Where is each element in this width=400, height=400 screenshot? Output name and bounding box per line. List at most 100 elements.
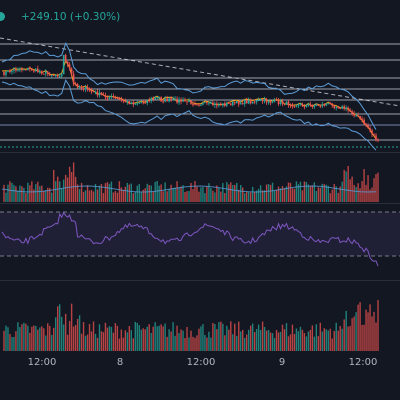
candle-body <box>178 99 180 103</box>
volume-bar <box>86 185 89 202</box>
price-chart[interactable] <box>0 22 400 152</box>
volume-bar <box>373 178 375 202</box>
candle-body <box>237 101 240 105</box>
candle-body <box>287 101 290 106</box>
volume-bar <box>273 338 276 351</box>
volume-bar <box>118 338 121 351</box>
volume-bar <box>27 325 29 351</box>
time-axis[interactable]: 12:00 8 12:00 9 12:00 <box>0 352 400 376</box>
volume-bar <box>251 323 254 351</box>
volume-bar <box>234 323 236 351</box>
candle-body <box>202 102 204 105</box>
volume-bar <box>166 191 168 202</box>
candle-body <box>74 83 77 85</box>
candle-body <box>144 102 147 104</box>
candle-body <box>293 106 296 108</box>
pane-separator[interactable] <box>0 203 400 204</box>
candle-body <box>275 100 278 102</box>
candle-body <box>100 92 103 95</box>
candle-body <box>108 97 111 99</box>
candle-body <box>329 103 332 105</box>
volume-bar <box>43 328 45 351</box>
volume-bar <box>345 171 347 202</box>
candle-body <box>267 102 270 104</box>
volume-bar <box>130 330 133 351</box>
volume-bar <box>297 331 300 351</box>
volume-bar <box>321 183 323 202</box>
candle-body <box>198 104 200 106</box>
volume-bar <box>60 316 63 351</box>
volume-bar <box>108 326 111 351</box>
candle-body <box>279 101 282 105</box>
candle-body <box>110 96 113 98</box>
volume-bar <box>194 337 196 351</box>
volume-bar <box>178 333 180 351</box>
candle-body <box>120 99 123 101</box>
candle-body <box>229 103 232 106</box>
volume-bar <box>23 322 25 351</box>
volume-bar <box>49 187 51 202</box>
candle-body <box>50 75 53 77</box>
candle-body <box>321 104 324 107</box>
candle-body <box>88 88 91 91</box>
volume-bar <box>176 181 178 202</box>
volume-bar <box>230 182 232 202</box>
price-pane[interactable] <box>0 22 400 152</box>
volume-bar <box>230 321 232 351</box>
candle-body <box>136 103 139 105</box>
volume-bar <box>311 325 314 351</box>
volume-bar <box>88 190 91 202</box>
volume-pane-2[interactable] <box>0 281 400 352</box>
volume-bar <box>343 319 345 351</box>
volume-bar <box>64 313 67 351</box>
candle-body <box>235 101 238 104</box>
volume-bar <box>53 327 55 351</box>
volume-bar <box>329 328 331 351</box>
volume-bar <box>168 329 170 351</box>
volume-bar <box>126 332 129 351</box>
candle-body <box>23 69 25 71</box>
volume-bar <box>114 323 117 351</box>
candle-body <box>118 98 121 100</box>
volume-bar <box>82 322 85 351</box>
candle-body <box>132 102 135 105</box>
candle-body <box>186 101 188 103</box>
volume-bar <box>198 328 200 351</box>
candle-body <box>255 100 258 102</box>
volume-bar <box>68 320 71 351</box>
volume-bar <box>144 329 146 351</box>
volume-bar <box>245 191 248 202</box>
candle-body <box>315 104 318 106</box>
volume-bar <box>238 321 240 351</box>
candle-body <box>98 92 101 96</box>
volume-bar <box>3 184 5 202</box>
volume-pane[interactable] <box>0 153 400 203</box>
candle-body <box>102 94 105 96</box>
volume-bar <box>249 325 252 351</box>
volume-bar <box>277 332 280 351</box>
candle-body <box>72 73 75 84</box>
volume-bar <box>180 186 182 202</box>
candle-body <box>78 86 81 88</box>
volume-bar <box>100 331 103 351</box>
volume-bar <box>146 183 148 202</box>
candle-body <box>257 99 260 101</box>
chart-header: +249.10 (+0.30%) <box>0 0 400 23</box>
candle-body <box>5 71 7 75</box>
candle-body <box>285 101 288 105</box>
rsi-pane[interactable] <box>0 204 400 280</box>
volume-bar <box>220 321 222 351</box>
pane-separator[interactable] <box>0 280 400 281</box>
volume-bar <box>218 322 220 351</box>
time-axis-label: 12:00 <box>27 357 57 368</box>
volume-bar <box>160 184 162 202</box>
candle-body <box>104 95 107 98</box>
volume-bar <box>98 185 101 202</box>
candle-body <box>335 106 338 109</box>
volume-bar <box>200 187 202 202</box>
pane-separator[interactable] <box>0 152 400 153</box>
volume-bar <box>55 317 57 351</box>
volume-bar <box>45 190 47 202</box>
candle-body <box>82 88 85 90</box>
volume-bar <box>309 329 312 351</box>
